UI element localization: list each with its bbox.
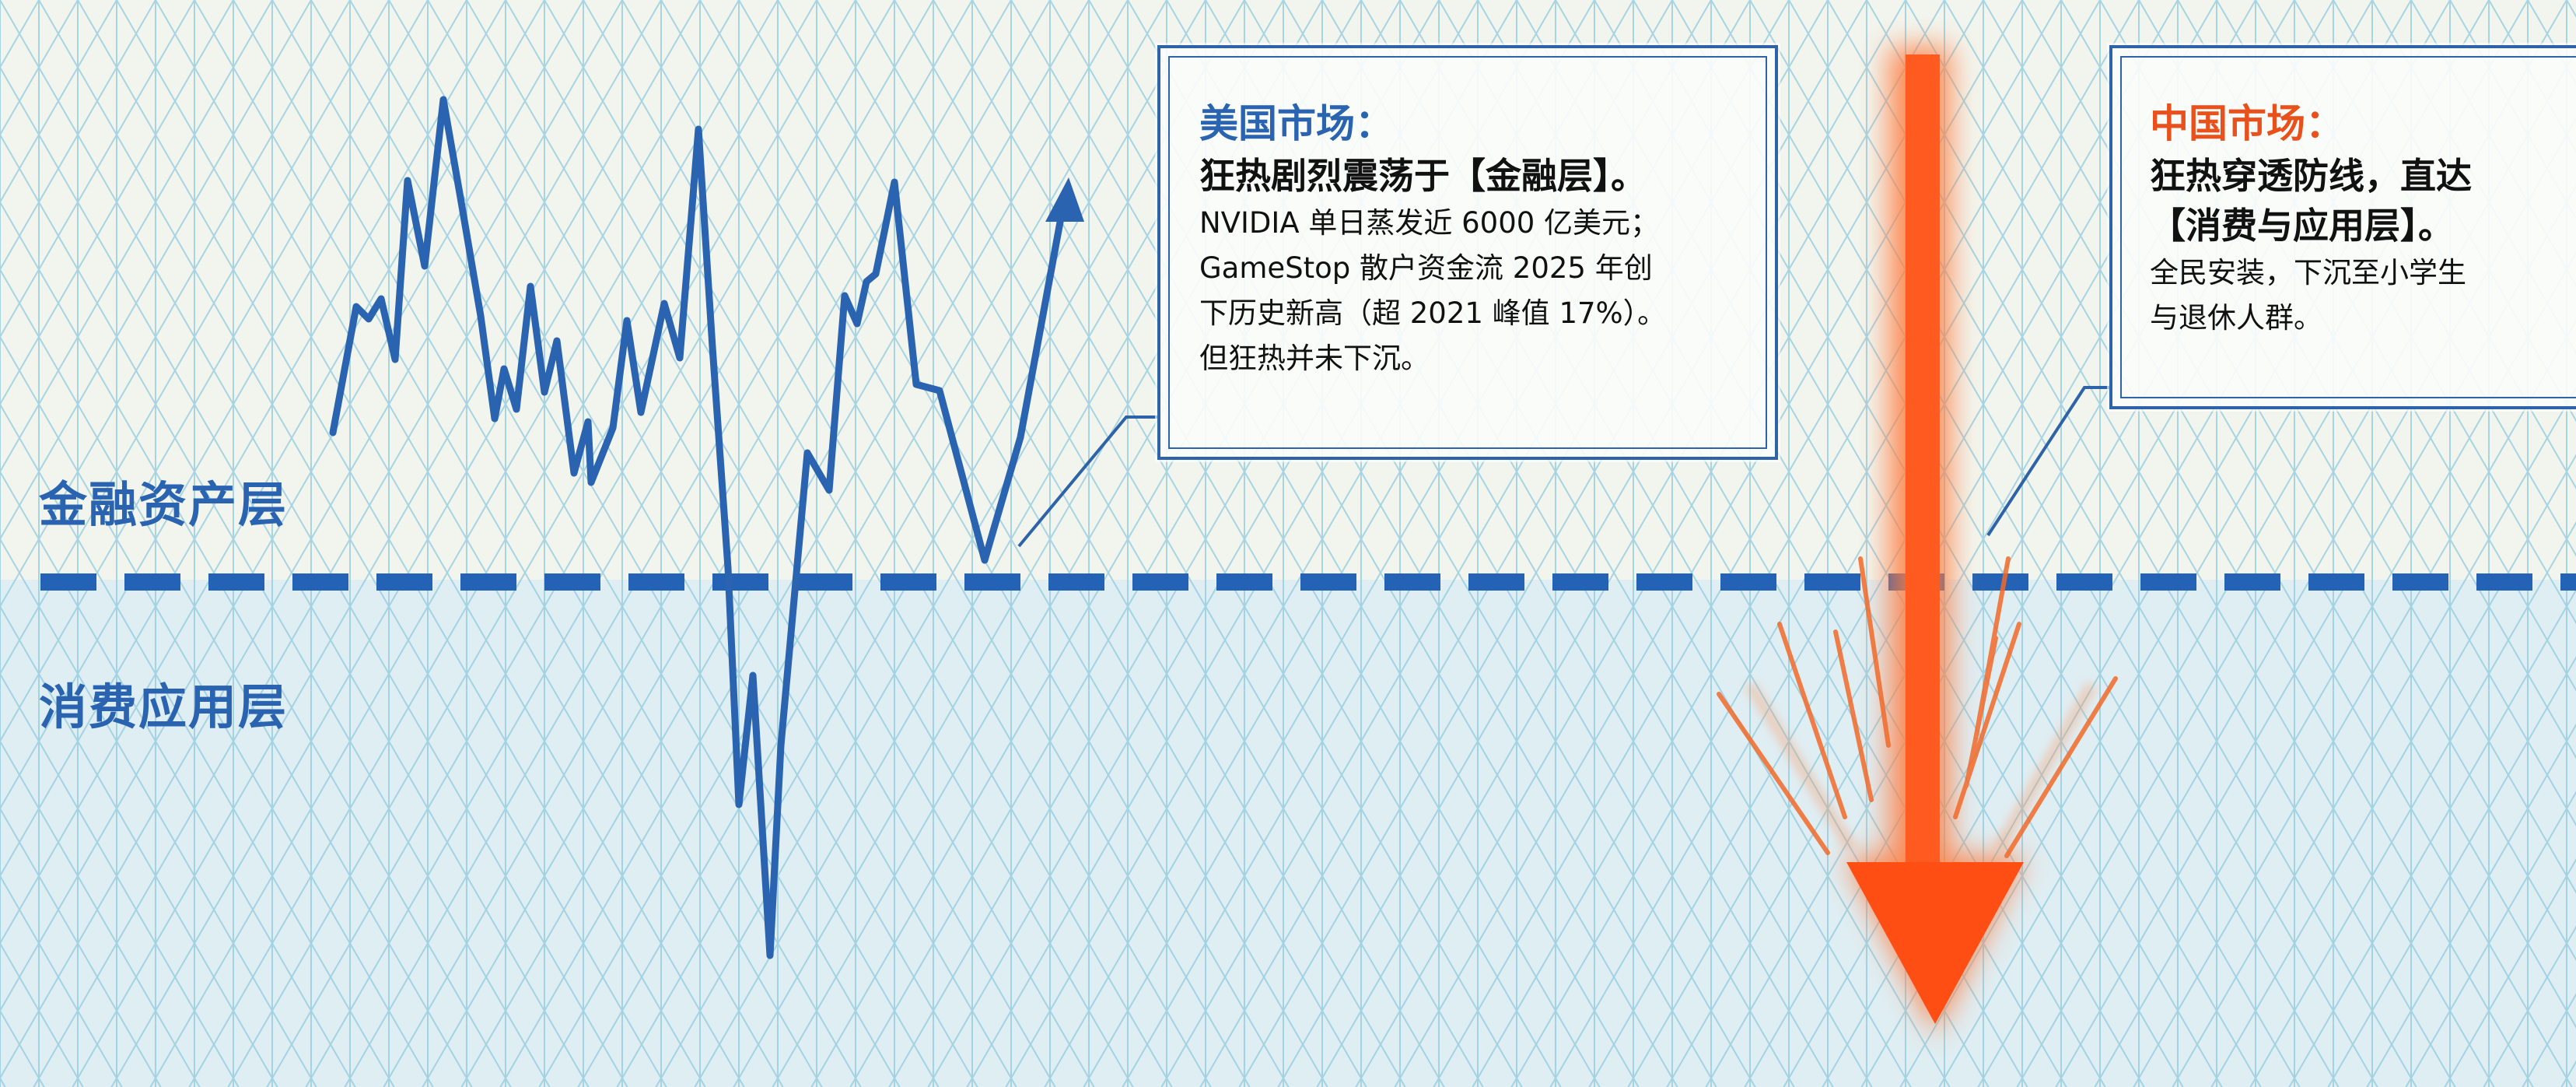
- us-market-line: 下历史新高（超 2021 峰值 17%）。: [1199, 296, 1667, 330]
- impact-rays: [1717, 556, 2118, 858]
- china-market-line: 与退休人群。: [2150, 301, 2322, 335]
- consumer-layer-label: 消费应用层: [39, 678, 289, 735]
- china-downward-arrow-head: [1846, 862, 2024, 1024]
- us-volatility-line: [329, 96, 1065, 959]
- china-downward-arrow-shaft: [1906, 54, 1940, 871]
- us-market-line: NVIDIA 单日蒸发近 6000 亿美元；: [1199, 206, 1660, 240]
- cn-callout-connector: [1986, 386, 2109, 537]
- us-market-line: 但狂热并未下沉。: [1199, 342, 1430, 375]
- us-market-title: 美国市场：: [1199, 101, 1394, 146]
- us-market-callout: 美国市场： 狂热剧烈震荡于【金融层】。 NVIDIA 单日蒸发近 6000 亿美…: [1157, 45, 1778, 460]
- us-market-line: GameStop 散户资金流 2025 年创: [1199, 251, 1653, 285]
- china-market-headline: 【消费与应用层】。: [2150, 205, 2454, 247]
- finance-layer-label: 金融资产层: [39, 476, 289, 533]
- china-market-title: 中国市场：: [2150, 101, 2344, 146]
- us-market-headline: 狂热剧烈震荡于【金融层】。: [1199, 155, 1647, 197]
- us-callout-connector: [1017, 416, 1157, 548]
- china-market-line: 全民安装，下沉至小学生: [2150, 256, 2466, 289]
- china-market-callout: 中国市场： 狂热穿透防线，直达 【消费与应用层】。 全民安装，下沉至小学生 与退…: [2109, 45, 2576, 409]
- china-market-headline: 狂热穿透防线，直达: [2150, 155, 2472, 197]
- us-line-arrowhead: [1045, 177, 1084, 222]
- impact-rays-glow: [1745, 682, 2098, 851]
